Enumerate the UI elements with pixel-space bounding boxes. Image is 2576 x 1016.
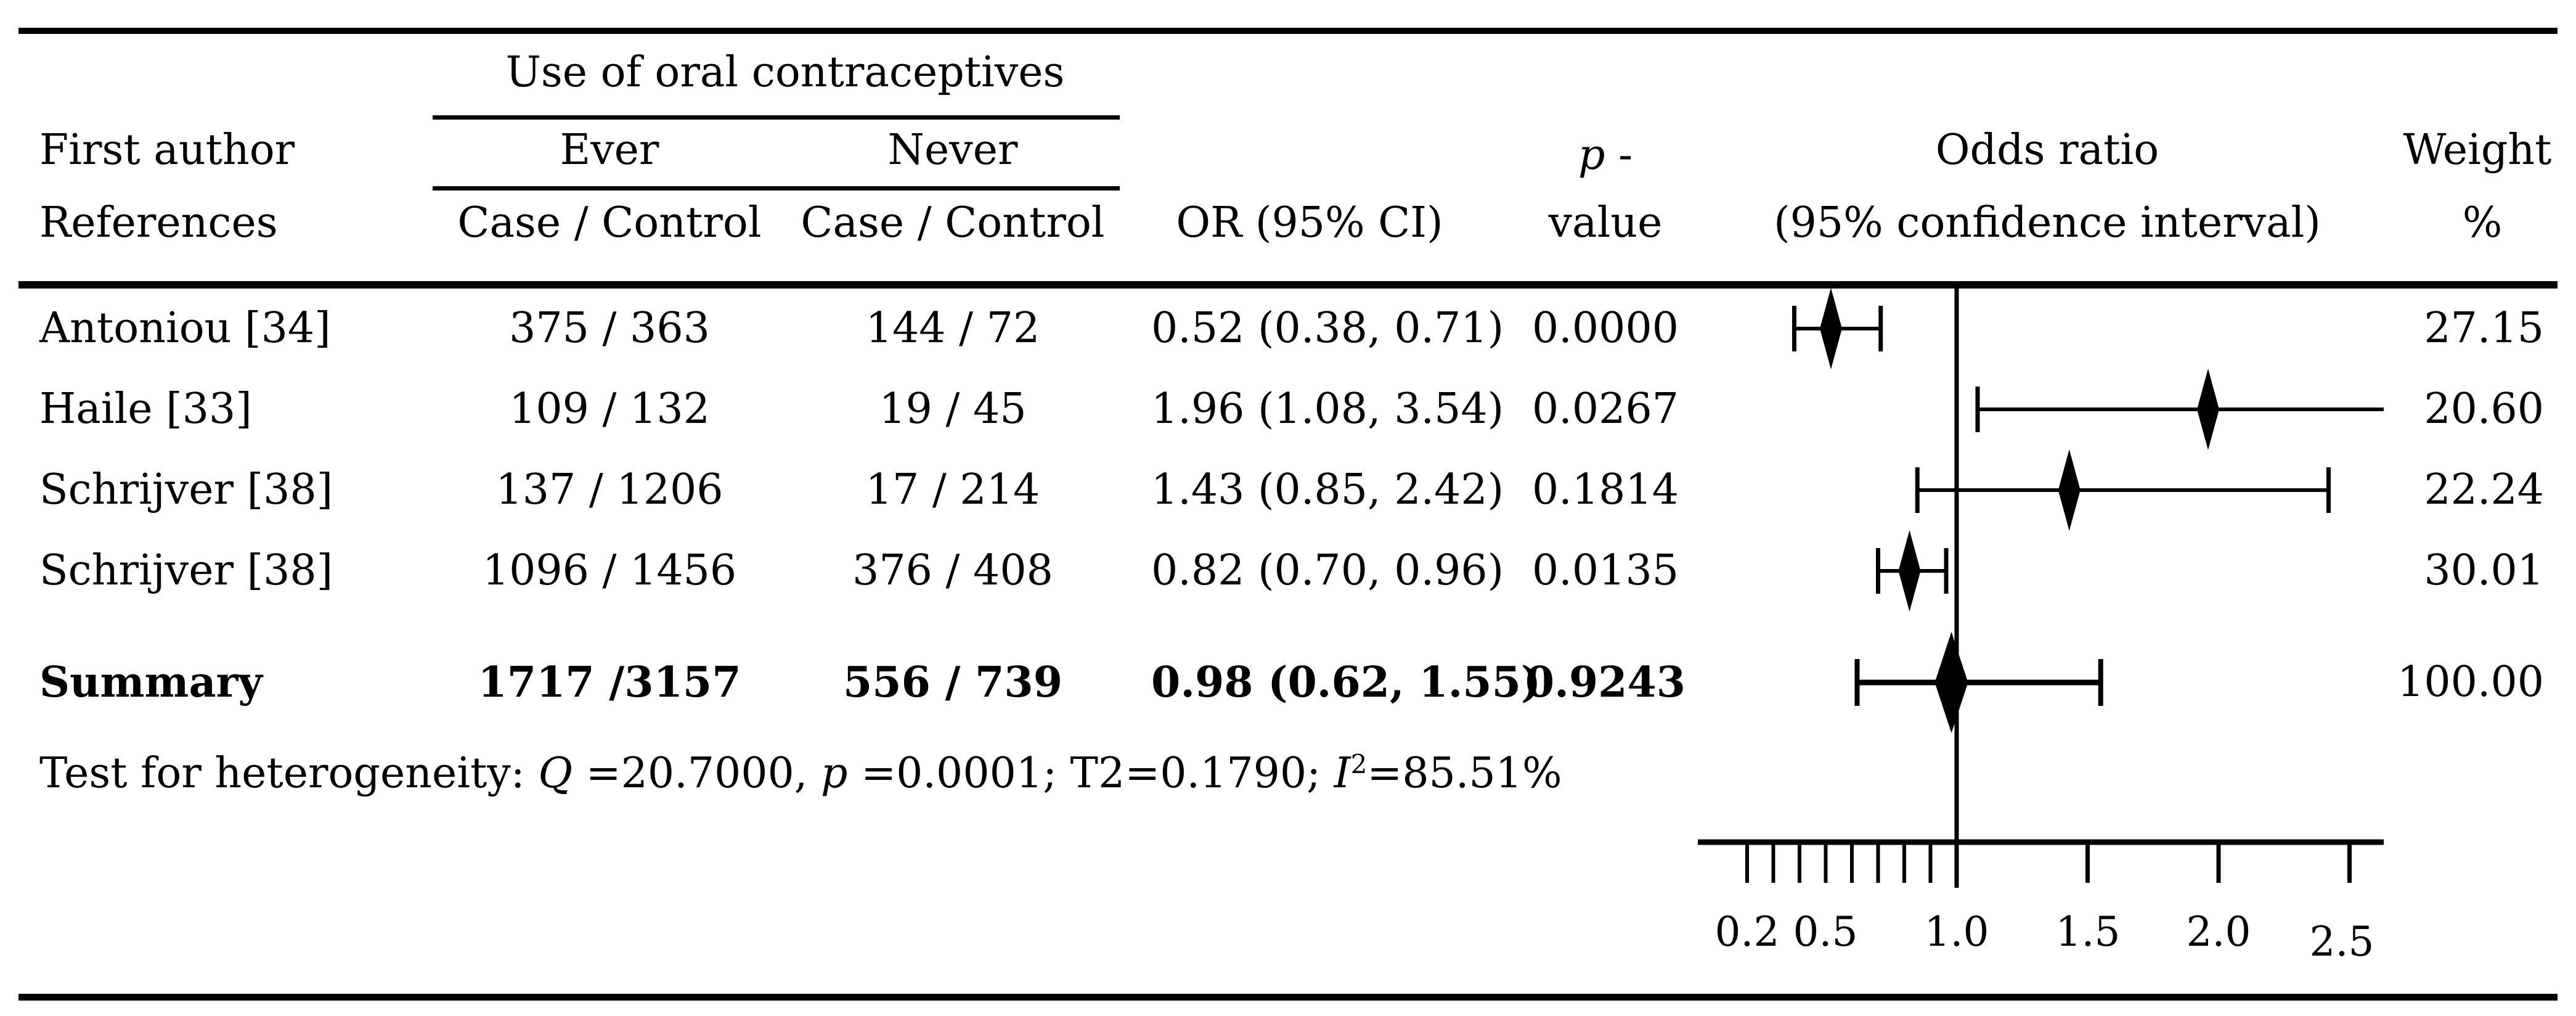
- study-diamond: [1898, 530, 1921, 612]
- bottom-rule: [18, 994, 2558, 1001]
- summary-p-value: 0.9243: [1525, 658, 1686, 707]
- header-separator-rule: [18, 281, 2558, 289]
- p-italic: p: [1578, 131, 1605, 179]
- study-author: Antoniou [34]: [39, 304, 331, 353]
- group-header: Use of oral contraceptives: [505, 48, 1065, 97]
- or-ci-value: 0.52 (0.38, 0.71): [1151, 304, 1504, 353]
- col-header-p-value: value: [1548, 199, 1663, 247]
- p-value: 0.1814: [1532, 465, 1679, 514]
- study-author: Schrijver [38]: [39, 546, 333, 595]
- study-row: Haile [33] 109 / 132 19 / 45 1.96 (1.08,…: [0, 375, 2576, 443]
- study-row: Schrijver [38] 137 / 1206 17 / 214 1.43 …: [0, 456, 2576, 524]
- ever-case-control: 109 / 132: [509, 385, 710, 433]
- never-case-control: 19 / 45: [879, 385, 1027, 433]
- weight-value: 27.15: [2424, 304, 2544, 353]
- study-diamond: [1820, 288, 1842, 369]
- never-case-control: 144 / 72: [865, 304, 1040, 353]
- het-p-symbol: p: [821, 749, 848, 798]
- never-case-control: 17 / 214: [865, 465, 1040, 514]
- col-header-first-author: First author: [39, 126, 295, 174]
- summary-or-ci: 0.98 (0.62, 1.55): [1151, 658, 1541, 707]
- het-i-symbol: I: [1334, 749, 1351, 798]
- weight-value: 30.01: [2424, 546, 2544, 595]
- group-header-underline: [433, 115, 1120, 120]
- or-ci-value: 1.43 (0.85, 2.42): [1151, 465, 1504, 514]
- summary-row: Summary 1717 /3157 556 / 739 0.98 (0.62,…: [0, 649, 2576, 716]
- study-author: Haile [33]: [39, 385, 252, 433]
- p-value: 0.0000: [1532, 304, 1679, 353]
- axis-tick-label: 1.0: [1924, 908, 1989, 956]
- col-header-references: References: [39, 199, 278, 247]
- het-i2-value: =85.51%: [1367, 749, 1562, 798]
- study-diamond: [2058, 449, 2081, 531]
- axis-tick-label: 1.5: [2055, 908, 2121, 956]
- het-q-value: =20.7000,: [573, 749, 821, 798]
- het-p-value: =0.0001; T2=0.1790;: [847, 749, 1334, 798]
- ever-case-control: 375 / 363: [509, 304, 710, 353]
- col-header-weight-percent: %: [2462, 199, 2503, 247]
- never-case-control: 376 / 408: [852, 546, 1053, 595]
- het-i-superscript: 2: [1350, 748, 1367, 779]
- p-dash: -: [1605, 131, 1633, 179]
- col-header-case-control-never: Case / Control: [801, 199, 1105, 247]
- col-header-p: p -: [1482, 121, 1729, 189]
- axis-tick-label: 2.0: [2186, 908, 2251, 956]
- het-q-symbol: Q: [538, 749, 573, 798]
- summary-weight: 100.00: [2397, 658, 2544, 707]
- weight-value: 20.60: [2424, 385, 2544, 433]
- summary-label: Summary: [39, 658, 263, 707]
- axis-tick-label: 0.5: [1793, 908, 1858, 956]
- or-ci-value: 0.82 (0.70, 0.96): [1151, 546, 1504, 595]
- p-value: 0.0135: [1532, 546, 1679, 595]
- top-rule: [18, 28, 2558, 34]
- col-header-case-control-ever: Case / Control: [457, 199, 762, 247]
- ever-case-control: 1096 / 1456: [482, 546, 737, 595]
- col-header-or-ci: OR (95% CI): [1176, 199, 1443, 247]
- heterogeneity-note: Test for heterogeneity: Q =20.7000, p =0…: [39, 740, 1562, 808]
- summary-diamond: [1934, 632, 1968, 733]
- col-header-never: Never: [887, 126, 1018, 174]
- study-row: Schrijver [38] 1096 / 1456 376 / 408 0.8…: [0, 537, 2576, 605]
- or-ci-value: 1.96 (1.08, 3.54): [1151, 385, 1504, 433]
- summary-never-case-control: 556 / 739: [842, 658, 1063, 707]
- axis-tick-label: 2.5: [2309, 918, 2374, 965]
- study-diamond: [2197, 369, 2219, 450]
- subheader-underline: [433, 186, 1120, 190]
- summary-ever-case-control: 1717 /3157: [478, 658, 741, 707]
- col-header-ever: Ever: [560, 126, 659, 174]
- col-header-odds-ratio: Odds ratio: [1935, 126, 2159, 174]
- col-header-confidence-interval: (95% confidence interval): [1774, 199, 2321, 247]
- p-value: 0.0267: [1532, 385, 1679, 433]
- axis-tick-label: 0.2: [1714, 908, 1780, 956]
- het-prefix: Test for heterogeneity:: [39, 749, 539, 798]
- study-row: Antoniou [34] 375 / 363 144 / 72 0.52 (0…: [0, 295, 2576, 363]
- study-author: Schrijver [38]: [39, 465, 333, 514]
- col-header-weight: Weight: [2403, 126, 2552, 174]
- ever-case-control: 137 / 1206: [495, 465, 723, 514]
- weight-value: 22.24: [2424, 465, 2544, 514]
